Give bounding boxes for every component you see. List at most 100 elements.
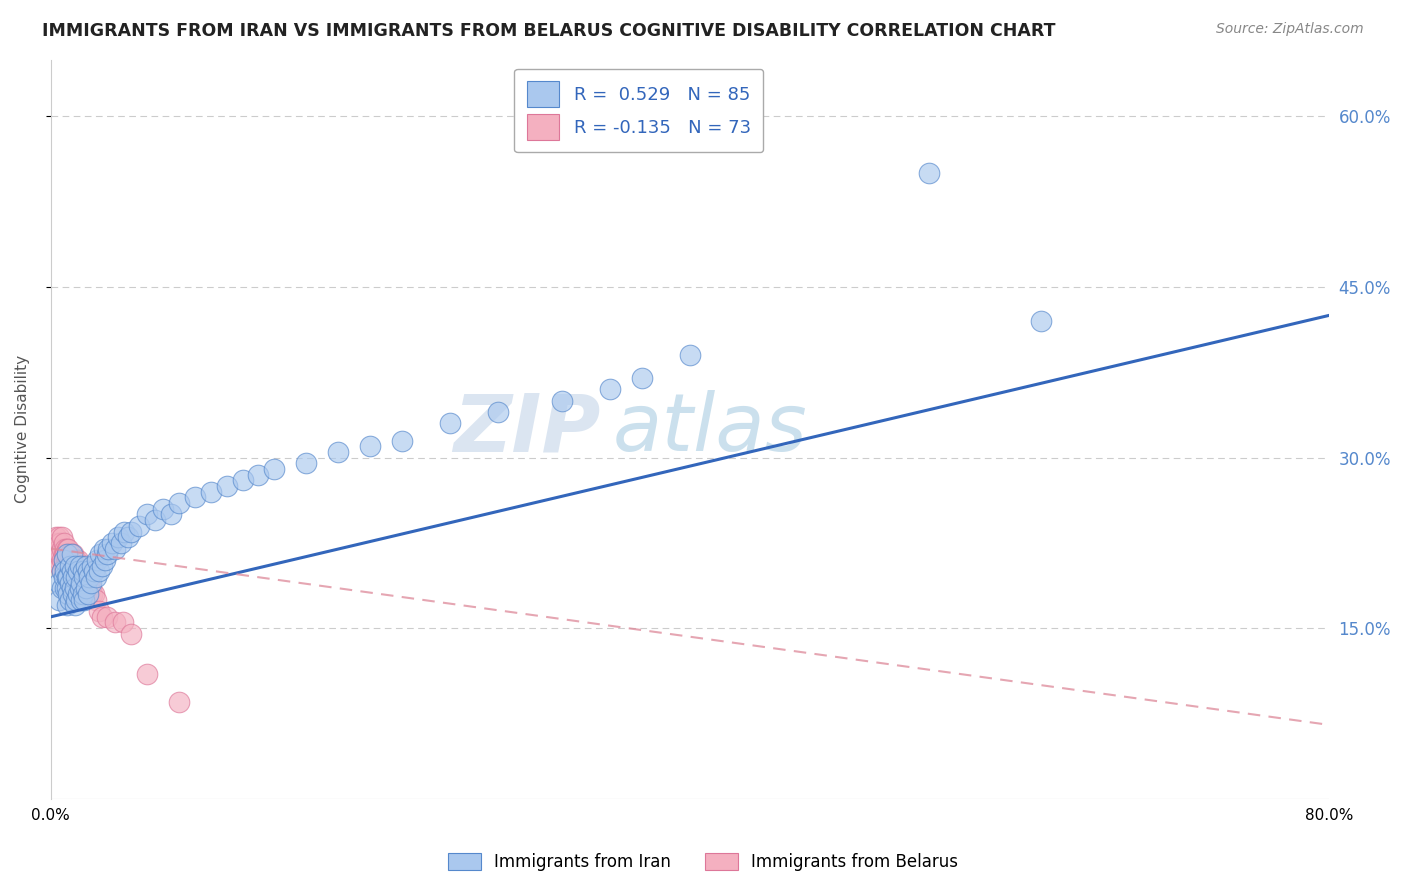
Point <box>59 553 82 567</box>
Point <box>62 558 84 573</box>
Point <box>135 508 157 522</box>
Point <box>60 547 83 561</box>
Point <box>48 592 70 607</box>
Legend: R =  0.529   N = 85, R = -0.135   N = 73: R = 0.529 N = 85, R = -0.135 N = 73 <box>515 69 763 153</box>
Point <box>51 564 73 578</box>
Point <box>87 604 110 618</box>
Point <box>359 439 381 453</box>
Point <box>328 445 350 459</box>
Point <box>59 558 82 573</box>
Point <box>63 558 86 573</box>
Point <box>56 547 79 561</box>
Point <box>679 348 702 362</box>
Text: atlas: atlas <box>613 390 808 468</box>
Point <box>63 558 86 573</box>
Point <box>59 558 82 573</box>
Point <box>52 570 75 584</box>
Point <box>66 564 89 578</box>
Point <box>918 166 941 180</box>
Point <box>48 541 70 556</box>
Point <box>200 484 222 499</box>
Y-axis label: Cognitive Disability: Cognitive Disability <box>15 355 30 503</box>
Point <box>53 547 76 561</box>
Point <box>112 524 135 539</box>
Point <box>65 570 87 584</box>
Point <box>486 405 509 419</box>
Point <box>75 570 97 584</box>
Text: Source: ZipAtlas.com: Source: ZipAtlas.com <box>1216 22 1364 37</box>
Point <box>73 564 96 578</box>
Point <box>52 536 75 550</box>
Point <box>46 536 69 550</box>
Point <box>51 530 73 544</box>
Point <box>167 695 190 709</box>
Point <box>100 536 122 550</box>
Point <box>91 609 114 624</box>
Point <box>215 479 238 493</box>
Point <box>49 536 72 550</box>
Point <box>58 553 80 567</box>
Point <box>76 564 98 578</box>
Point <box>58 558 80 573</box>
Point <box>93 541 115 556</box>
Point <box>53 582 76 596</box>
Point <box>70 570 93 584</box>
Point <box>56 564 79 578</box>
Point <box>120 524 142 539</box>
Point <box>63 553 86 567</box>
Point <box>65 570 87 584</box>
Point <box>86 553 108 567</box>
Point <box>69 558 91 573</box>
Point <box>56 553 79 567</box>
Point <box>52 553 75 567</box>
Text: ZIP: ZIP <box>453 390 600 468</box>
Point <box>231 474 253 488</box>
Point <box>439 417 461 431</box>
Point <box>49 547 72 561</box>
Point <box>48 530 70 544</box>
Point <box>56 541 79 556</box>
Point <box>107 530 129 544</box>
Point <box>58 587 80 601</box>
Point <box>63 599 86 613</box>
Point <box>391 434 413 448</box>
Point <box>84 570 107 584</box>
Point <box>46 547 69 561</box>
Point <box>73 592 96 607</box>
Point <box>66 564 89 578</box>
Point <box>263 462 285 476</box>
Point <box>167 496 190 510</box>
Point <box>70 558 93 573</box>
Point <box>96 609 118 624</box>
Point <box>70 592 93 607</box>
Point <box>48 553 70 567</box>
Point <box>63 570 86 584</box>
Point <box>82 558 104 573</box>
Point <box>58 541 80 556</box>
Point <box>70 575 93 590</box>
Point <box>143 513 166 527</box>
Point <box>62 570 84 584</box>
Point <box>66 570 89 584</box>
Point <box>83 564 105 578</box>
Point <box>75 582 97 596</box>
Point <box>89 547 111 561</box>
Point <box>87 564 110 578</box>
Point <box>120 627 142 641</box>
Legend: Immigrants from Iran, Immigrants from Belarus: Immigrants from Iran, Immigrants from Be… <box>440 845 966 880</box>
Point <box>96 547 118 561</box>
Point <box>110 536 132 550</box>
Point <box>69 570 91 584</box>
Point <box>72 558 94 573</box>
Point <box>69 558 91 573</box>
Point <box>49 558 72 573</box>
Point <box>52 553 75 567</box>
Point <box>59 547 82 561</box>
Point <box>53 564 76 578</box>
Point <box>56 547 79 561</box>
Point <box>53 558 76 573</box>
Point <box>247 467 270 482</box>
Point <box>65 553 87 567</box>
Point <box>73 570 96 584</box>
Point <box>69 582 91 596</box>
